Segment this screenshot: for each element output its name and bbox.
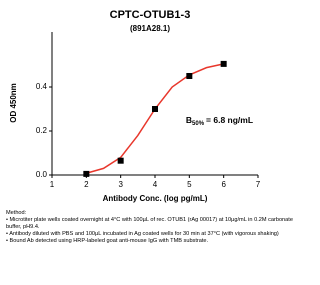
y-tick-label: 0.4 — [36, 82, 48, 91]
x-tick-label: 4 — [153, 180, 158, 189]
data-point — [83, 170, 90, 177]
annotation: B50% = 6.8 ng/mL — [186, 115, 253, 126]
chart-title: CPTC-OTUB1-3 — [110, 9, 191, 21]
notes-list: Microtiter plate wells coated overnight … — [6, 217, 294, 245]
note-item: Antibody diluted with PBS and 100µL incu… — [6, 231, 294, 238]
fit-curve — [86, 63, 224, 174]
annotation-main: B — [186, 115, 192, 125]
chart-subtitle: (891A28.1) — [130, 24, 170, 33]
y-axis-label: OD 450nm — [9, 83, 18, 123]
x-tick-label: 3 — [118, 180, 123, 189]
annotation-rest: = 6.8 ng/mL — [206, 115, 253, 125]
y-tick-label: 0.2 — [36, 126, 48, 135]
page: {"chart_data":{"type":"scatter","title":… — [0, 0, 300, 285]
chart: CPTC-OTUB1-3 (891A28.1) Antibody Conc. (… — [9, 9, 261, 203]
data-point — [152, 106, 158, 112]
annotation-sub: 50% — [192, 121, 205, 127]
x-tick-label: 2 — [84, 180, 89, 189]
y-tick-label: 0.0 — [36, 170, 48, 179]
note-item: Bound Ab detected using HRP-labeled goat… — [6, 238, 294, 245]
notes-heading: Method: — [6, 210, 27, 216]
data-point — [117, 157, 124, 164]
method-notes: Method: Microtiter plate wells coated ov… — [6, 210, 294, 245]
data-point — [220, 60, 227, 67]
x-tick-label: 1 — [50, 180, 55, 189]
note-item: Microtiter plate wells coated overnight … — [6, 217, 294, 231]
x-tick-label: 5 — [187, 180, 192, 189]
x-axis-label: Antibody Conc. (log pg/mL) — [103, 194, 208, 203]
data-point — [186, 73, 193, 79]
x-tick-label: 6 — [221, 180, 226, 189]
x-tick-label: 7 — [256, 180, 261, 189]
